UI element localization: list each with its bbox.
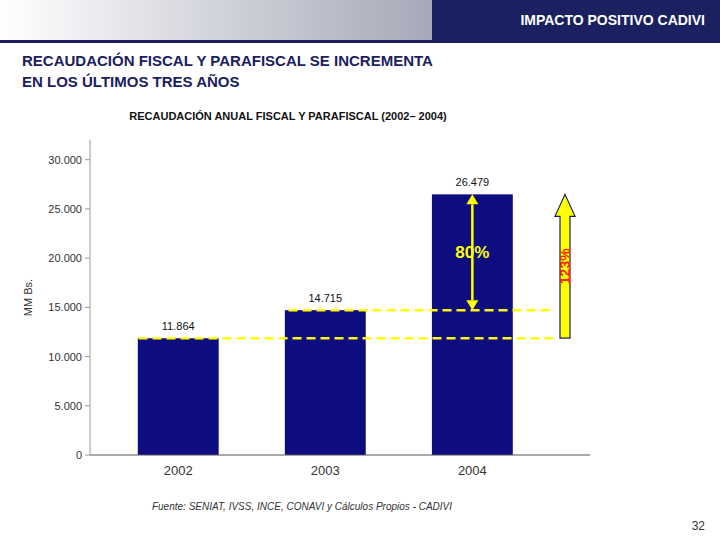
subtitle: RECAUDACIÓN ANUAL FISCAL Y PARAFISCAL (2…	[129, 110, 447, 122]
y-tick	[85, 356, 90, 357]
y-tick	[85, 159, 90, 160]
y-tick-label: 30.000	[48, 154, 82, 166]
y-tick-label: 25.000	[48, 203, 82, 215]
x-axis-line	[90, 455, 590, 456]
header: IMPACTO POSITIVO CADIVI	[520, 12, 705, 28]
y-tick-label: 5.000	[54, 400, 82, 412]
reference-line	[289, 309, 554, 312]
y-tick-label: 10.000	[48, 351, 82, 363]
x-tick-label: 2002	[164, 463, 193, 478]
value-label: 26.479	[456, 176, 490, 188]
y-tick-label: 20.000	[48, 252, 82, 264]
x-tick-label: 2003	[311, 463, 340, 478]
y-tick-label: 0	[76, 449, 82, 461]
page-number: 32	[692, 519, 706, 533]
header-panel	[432, 0, 720, 40]
reference-line	[139, 337, 554, 340]
value-label: 14.715	[308, 292, 342, 304]
y-tick-label: 15.000	[48, 301, 82, 313]
footnote: Fuente: SENIAT, IVSS, INCE, CONAVI y Cál…	[152, 501, 452, 512]
annotation-label: 80%	[455, 243, 489, 262]
title: EN LOS ÚLTIMOS TRES AÑOS	[22, 73, 240, 90]
plot-marks	[138, 194, 575, 455]
bar	[432, 194, 513, 455]
bar	[138, 338, 219, 455]
y-tick	[85, 208, 90, 209]
x-tick-label: 2004	[458, 463, 487, 478]
arrow-head	[466, 300, 478, 310]
growth-arrow	[555, 194, 575, 338]
value-label: 11.864	[162, 320, 195, 332]
header-rule	[0, 40, 720, 43]
y-axis-label: MM Bs.	[22, 279, 34, 316]
title: RECAUDACIÓN FISCAL Y PARAFISCAL SE INCRE…	[22, 52, 433, 69]
y-axis-line	[90, 140, 91, 455]
chart: IMPACTO POSITIVO CADIVI RECAUDACIÓN FISCA…	[0, 0, 720, 540]
annotation-label: 123%	[557, 248, 573, 284]
arrow-head	[466, 194, 478, 204]
y-tick	[85, 455, 90, 456]
y-tick	[85, 258, 90, 259]
y-tick	[85, 307, 90, 308]
bar	[285, 310, 366, 455]
y-tick	[85, 405, 90, 406]
header-band	[0, 0, 720, 40]
